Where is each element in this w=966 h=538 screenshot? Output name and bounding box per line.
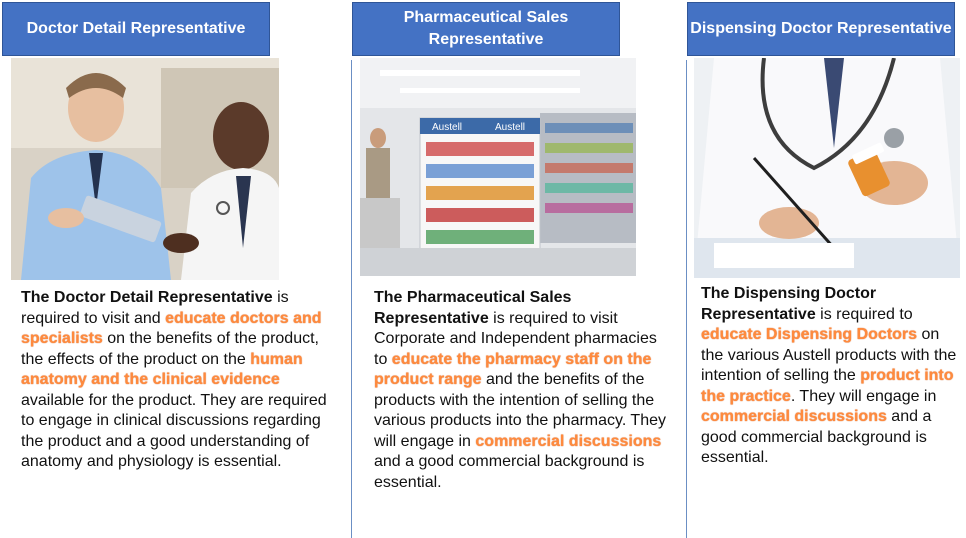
header-doctor-detail: Doctor Detail Representative (2, 2, 270, 56)
photo-doctors-discussing (11, 58, 279, 280)
photo-doctor-pill-bottle (694, 58, 960, 278)
text-segment: . They will engage in (790, 387, 937, 405)
header-title: Doctor Detail Representative (26, 20, 246, 37)
text-segment: on the benefits of the product, the effe… (21, 330, 319, 368)
text-segment: and the benefits of the products with th… (374, 371, 666, 450)
lead-bold: The Pharmaceutical Sales Representative (374, 289, 572, 327)
highlight-text: commercial discussions (701, 408, 887, 425)
header-title: Pharmaceutical Sales Representative (403, 9, 569, 48)
text-segment: on the various Austell products with the… (701, 326, 957, 384)
photo-pharmacy-aisle: Austell Austell (360, 58, 636, 276)
text-segment: is required to (815, 305, 913, 323)
column-divider-1 (351, 60, 352, 538)
highlight-text: product into the practice (701, 367, 954, 405)
highlight-text: commercial discussions (475, 432, 662, 450)
description-dispensing-doctor: The Dispensing Doctor Representative is … (701, 284, 963, 469)
highlight-text: human anatomy and the clinical evidence (21, 350, 303, 389)
text-segment: is required to visit Corporate and Indep… (374, 309, 657, 368)
header-title: Dispensing Doctor Representative (690, 20, 952, 37)
text-segment: is required to visit and (21, 289, 289, 327)
header-dispensing-doctor: Dispensing Doctor Representative (687, 2, 955, 56)
description-pharmaceutical-sales: The Pharmaceutical Sales Representative … (374, 288, 668, 493)
lead-bold: The Dispensing Doctor Representative (701, 285, 877, 323)
description-doctor-detail: The Doctor Detail Representative is requ… (21, 288, 341, 473)
highlight-text: educate Dispensing Doctors (701, 326, 918, 343)
lead-bold: The Doctor Detail Representative (21, 289, 273, 306)
highlight-text: educate the pharmacy staff on the produc… (374, 350, 652, 389)
austell-sign: Austell (432, 122, 462, 133)
text-segment: and a good commercial background is esse… (701, 408, 932, 466)
column-divider-2 (686, 60, 687, 538)
highlight-text: educate doctors and specialists (21, 309, 322, 348)
austell-sign: Austell (495, 122, 525, 133)
header-pharmaceutical-sales: Pharmaceutical Sales Representative (352, 2, 620, 56)
text-segment: available for the product. They are requ… (21, 391, 327, 471)
text-segment: and a good commercial background is esse… (374, 453, 645, 491)
